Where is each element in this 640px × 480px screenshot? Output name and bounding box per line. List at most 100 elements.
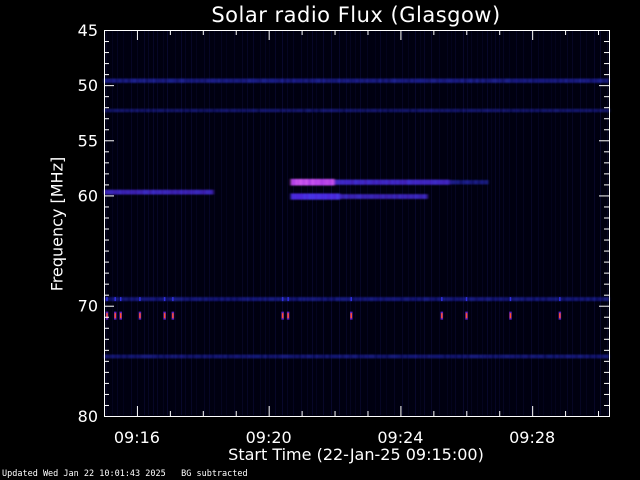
background-streak <box>491 31 492 415</box>
band-speckle <box>415 194 418 199</box>
band-speckle <box>204 354 206 359</box>
band-speckle <box>390 108 392 113</box>
band-speckle <box>600 108 602 113</box>
band-speckle <box>350 108 352 113</box>
band-speckle <box>255 108 257 113</box>
band-speckle <box>191 78 193 83</box>
band-speckle <box>243 297 245 302</box>
band-speckle <box>226 108 228 113</box>
spike-core <box>287 313 289 319</box>
band-speckle <box>409 354 411 359</box>
background-streak <box>471 31 472 415</box>
band-speckle <box>274 354 276 359</box>
band-speckle <box>324 108 326 113</box>
band-speckle <box>411 78 413 83</box>
band-speckle <box>526 108 528 113</box>
band-speckle <box>273 108 275 113</box>
spike-core <box>172 313 174 319</box>
band-speckle <box>418 194 421 199</box>
band-speckle <box>569 354 571 359</box>
band-speckle <box>108 78 110 83</box>
band-speckle <box>445 108 447 113</box>
band-speckle <box>521 297 523 302</box>
background-streak <box>117 31 118 415</box>
spike-echo <box>139 297 141 302</box>
band-speckle <box>425 108 427 113</box>
band-speckle <box>493 108 495 113</box>
background-streak <box>531 31 532 415</box>
spike-echo <box>350 297 353 302</box>
band-speckle <box>447 354 449 359</box>
background-streak <box>247 31 248 415</box>
band-speckle <box>604 108 606 113</box>
band-speckle <box>303 193 306 200</box>
band-speckle <box>331 178 334 186</box>
band-speckle <box>607 297 609 302</box>
band-speckle <box>473 354 475 359</box>
band-speckle <box>561 354 563 359</box>
band-speckle <box>221 297 223 302</box>
band-speckle <box>219 354 221 359</box>
band-speckle <box>378 354 380 359</box>
band-speckle <box>485 179 488 185</box>
band-speckle <box>162 78 164 83</box>
band-speckle <box>261 108 263 113</box>
band-speckle <box>181 297 183 302</box>
band-speckle <box>566 297 568 302</box>
band-speckle <box>586 354 588 359</box>
spike-echo <box>559 297 561 302</box>
band-speckle <box>388 194 391 199</box>
band-speckle <box>575 297 577 302</box>
band-speckle <box>410 179 413 185</box>
band-speckle <box>324 297 326 302</box>
band-speckle <box>356 194 359 199</box>
band-speckle <box>395 108 397 113</box>
band-speckle <box>376 194 379 199</box>
chart-title: Solar radio Flux (Glasgow) <box>211 3 501 27</box>
band-speckle <box>141 108 143 113</box>
background-streak <box>503 31 504 415</box>
band-speckle <box>175 354 177 359</box>
band-speckle <box>366 78 368 83</box>
band-speckle <box>116 297 118 302</box>
band-speckle <box>489 108 491 113</box>
band-speckle <box>431 179 434 185</box>
band-speckle <box>447 297 449 302</box>
band-speckle <box>463 108 465 113</box>
band-speckle <box>330 108 332 113</box>
band-speckle <box>121 108 123 113</box>
x-tick-label: 09:20 <box>246 428 292 447</box>
band-speckle <box>465 179 468 185</box>
band-speckle <box>548 297 550 302</box>
background-streak <box>265 31 266 415</box>
emission-bands <box>104 78 610 359</box>
band-speckle <box>538 354 540 359</box>
band-speckle <box>248 354 250 359</box>
background-streak <box>487 31 488 415</box>
band-speckle <box>460 297 462 302</box>
band-speckle <box>438 354 440 359</box>
spike-core <box>350 313 353 319</box>
y-tick-label: 60 <box>78 186 98 205</box>
band-speckle <box>577 108 579 113</box>
band-speckle <box>452 354 454 359</box>
emission-band <box>104 189 214 195</box>
band-speckle <box>391 78 393 83</box>
background-streak <box>106 31 107 415</box>
band-speckle <box>277 297 279 302</box>
band-speckle <box>239 297 241 302</box>
band-speckle <box>410 194 413 199</box>
band-speckle <box>140 297 142 302</box>
band-speckle <box>149 78 151 83</box>
band-speckle <box>299 297 301 302</box>
band-speckle <box>370 179 373 185</box>
band-speckle <box>341 179 344 185</box>
band-speckle <box>314 178 317 186</box>
band-speckle <box>342 297 344 302</box>
band-speckle <box>604 297 606 302</box>
band-speckle <box>234 108 236 113</box>
spike-echo <box>114 297 116 302</box>
band-speckle <box>192 108 194 113</box>
band-speckle <box>144 354 146 359</box>
background-streak <box>226 31 227 415</box>
